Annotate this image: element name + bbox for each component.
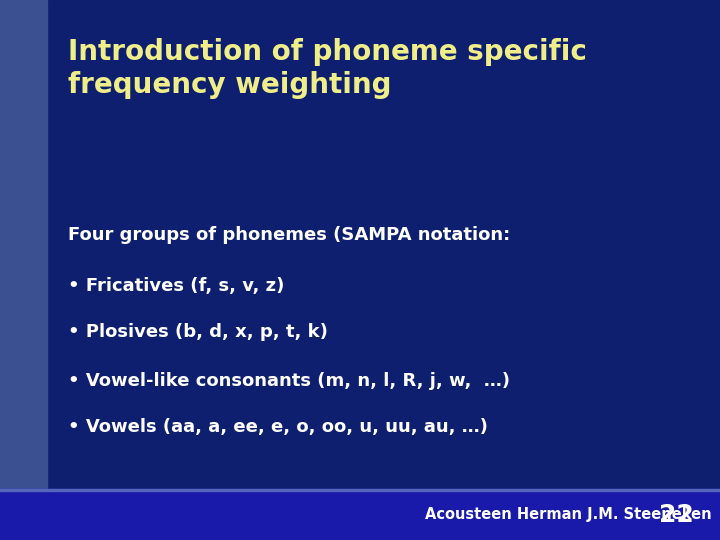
- Bar: [0, 489, 720, 491]
- Text: • Vowels (aa, a, ee, e, o, oo, u, uu, au, …): • Vowels (aa, a, ee, e, o, oo, u, uu, au…: [68, 417, 488, 436]
- Bar: [0, 0, 47, 489]
- Bar: [0, 489, 720, 540]
- Text: • Vowel-like consonants (m, n, l, R, j, w,  …): • Vowel-like consonants (m, n, l, R, j, …: [68, 372, 510, 390]
- Text: Acousteen Herman J.M. Steeneken: Acousteen Herman J.M. Steeneken: [425, 507, 711, 522]
- Text: Four groups of phonemes (SAMPA notation:: Four groups of phonemes (SAMPA notation:: [68, 226, 510, 244]
- Text: 22: 22: [659, 503, 693, 526]
- Text: Introduction of phoneme specific
frequency weighting: Introduction of phoneme specific frequen…: [68, 38, 588, 99]
- Text: • Fricatives (f, s, v, z): • Fricatives (f, s, v, z): [68, 277, 285, 295]
- Text: • Plosives (b, d, x, p, t, k): • Plosives (b, d, x, p, t, k): [68, 323, 328, 341]
